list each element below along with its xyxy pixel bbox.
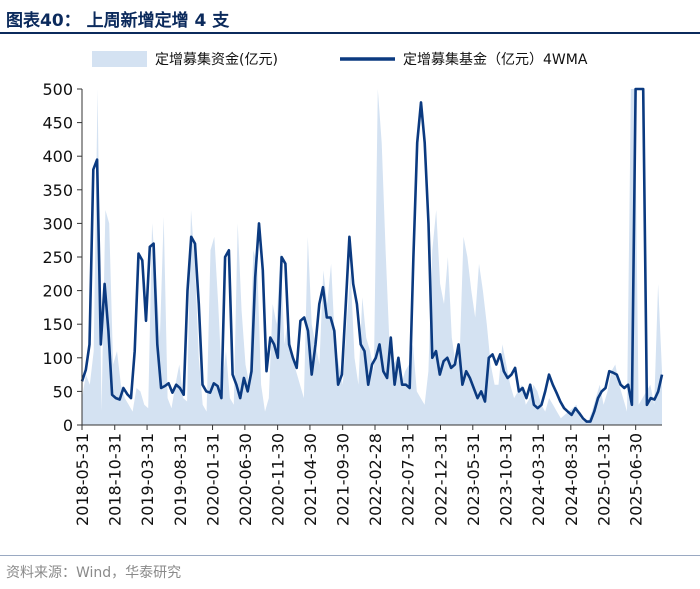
source-note: 资料来源：Wind，华泰研究 <box>6 565 182 581</box>
x-tick-label: 2018-05-31 <box>73 433 92 526</box>
y-tick-label: 100 <box>42 349 73 368</box>
x-tick-label: 2025-01-31 <box>595 433 614 526</box>
y-tick-label: 150 <box>42 315 73 334</box>
y-tick-label: 250 <box>42 248 73 267</box>
x-tick-label: 2022-12-31 <box>431 433 450 526</box>
x-tick-label: 2021-09-30 <box>334 433 353 526</box>
figure-title: 图表40： 上周新增定增 4 支 <box>6 11 230 31</box>
chart-area: 定增募集资金(亿元) 定增募集基金（亿元）4WMA 0 50 100 150 200 25… <box>42 51 664 526</box>
legend-label-area: 定增募集资金(亿元) <box>155 51 278 68</box>
x-tick-label: 2021-04-30 <box>301 433 320 526</box>
axes: 0 50 100 150 200 250 300 350 400 450 500 2018-05-31… <box>42 80 662 526</box>
y-tick-label: 500 <box>42 80 73 99</box>
source-divider <box>0 555 700 556</box>
y-tick-label: 400 <box>42 147 73 166</box>
x-tick-label: 2024-03-31 <box>529 433 548 526</box>
title-divider <box>0 32 700 34</box>
y-tick-label: 450 <box>42 114 73 133</box>
x-tick-label: 2020-01-31 <box>204 433 223 526</box>
x-tick-label: 2023-05-31 <box>464 433 483 526</box>
series-line-4wma <box>80 87 664 423</box>
x-tick-label: 2020-06-30 <box>236 433 255 526</box>
legend-label-line: 定增募集基金（亿元）4WMA <box>403 51 588 68</box>
y-tick-label: 350 <box>42 181 73 200</box>
series-area-fundraising <box>82 89 662 425</box>
x-tick-label: 2024-08-31 <box>562 433 581 526</box>
y-tick-label: 50 <box>53 382 73 401</box>
x-tick-label: 2019-03-31 <box>138 433 157 526</box>
x-tick-label: 2018-10-31 <box>106 433 125 526</box>
y-tick-label: 300 <box>42 214 73 233</box>
x-tick-label: 2023-10-31 <box>497 433 516 526</box>
x-tick-label: 2019-08-31 <box>171 433 190 526</box>
plot-area <box>80 87 664 425</box>
y-tick-label: 200 <box>42 282 73 301</box>
legend-swatch-area <box>92 51 147 67</box>
x-tick-label: 2022-02-28 <box>366 433 385 526</box>
legend: 定增募集资金(亿元) 定增募集基金（亿元）4WMA <box>92 51 588 68</box>
x-tick-label: 2025-06-30 <box>627 433 646 526</box>
x-tick-label: 2020-11-30 <box>269 433 288 526</box>
y-tick-label: 0 <box>63 416 73 435</box>
x-tick-label: 2022-07-31 <box>399 433 418 526</box>
